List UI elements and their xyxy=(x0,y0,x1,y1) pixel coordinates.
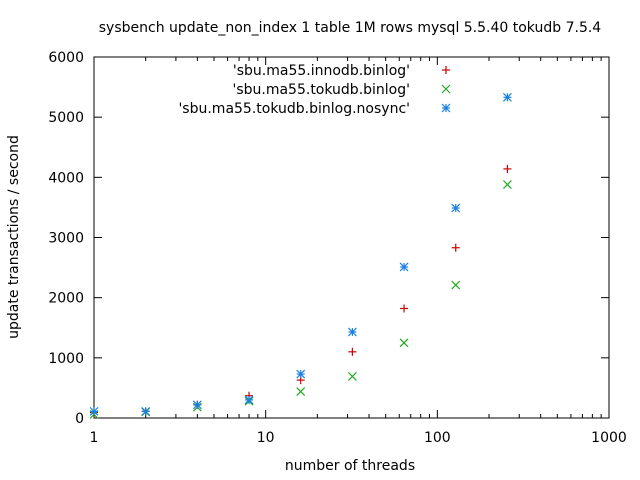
x-axis-label: number of threads xyxy=(285,458,415,474)
data-point-series-2 xyxy=(451,280,461,290)
y-tick-label: 2000 xyxy=(48,291,84,307)
x-tick-label: 1 xyxy=(90,430,99,446)
y-tick-label: 6000 xyxy=(48,50,84,66)
data-point-series-3 xyxy=(89,406,99,416)
legend-label: 'sbu.ma55.tokudb.binlog.nosync' xyxy=(178,101,410,117)
data-points xyxy=(89,92,512,419)
legend-marker xyxy=(441,84,451,94)
y-tick-label: 1000 xyxy=(48,351,84,367)
x-tick-label: 1000 xyxy=(591,430,627,446)
y-tick-label: 4000 xyxy=(48,170,84,186)
y-tick-label: 5000 xyxy=(48,110,84,126)
legend-marker xyxy=(442,66,450,74)
data-point-series-3 xyxy=(141,406,151,416)
data-point-series-1 xyxy=(503,164,512,173)
x-tick-label: 100 xyxy=(424,430,451,446)
data-point-series-2 xyxy=(502,180,512,189)
axis-ticks: 0 1000 2000 3000 4000 5000 6000 1 10 100 1000 xyxy=(48,50,626,446)
y-tick-label: 0 xyxy=(75,411,84,427)
legend-marker xyxy=(441,103,451,113)
data-point-series-3 xyxy=(296,369,306,379)
data-point-series-1 xyxy=(348,347,357,356)
data-point-series-3 xyxy=(347,327,357,337)
data-point-series-3 xyxy=(451,203,461,213)
data-point-series-1 xyxy=(451,243,460,252)
data-point-series-2 xyxy=(347,372,357,381)
data-point-series-3 xyxy=(192,400,202,410)
data-point-series-1 xyxy=(400,304,409,313)
data-point-series-3 xyxy=(502,92,512,102)
legend-label: 'sbu.ma55.innodb.binlog' xyxy=(233,63,410,79)
legend: 'sbu.ma55.innodb.binlog' 'sbu.ma55.tokudb… xyxy=(178,63,451,117)
y-axis-label: update transactions / second xyxy=(6,135,22,339)
y-tick-label: 3000 xyxy=(48,231,84,247)
data-point-series-3 xyxy=(244,395,254,405)
x-tick-label: 10 xyxy=(257,430,275,446)
chart-title: sysbench update_non_index 1 table 1M row… xyxy=(99,20,602,36)
data-point-series-2 xyxy=(296,387,306,396)
legend-label: 'sbu.ma55.tokudb.binlog' xyxy=(232,82,410,98)
data-point-series-3 xyxy=(399,262,409,272)
data-point-series-2 xyxy=(399,338,409,348)
